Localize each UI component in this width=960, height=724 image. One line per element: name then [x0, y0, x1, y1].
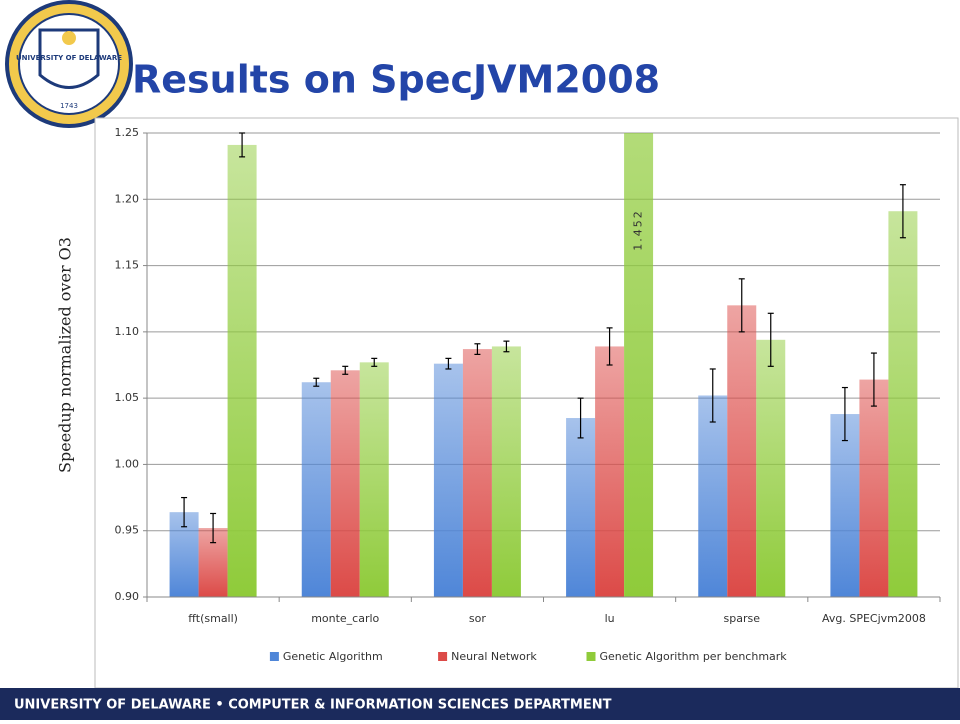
legend-swatch [269, 652, 279, 661]
plot-area [169, 133, 918, 597]
y-tick-label: 1.10 [115, 325, 140, 338]
legend-swatch [586, 652, 596, 661]
y-tick-label: 1.25 [115, 126, 140, 139]
error-bar [474, 343, 481, 355]
x-tick-label: lu [605, 612, 615, 625]
y-tick-label: 1.20 [115, 192, 140, 205]
bar [624, 133, 654, 597]
legend-label: Genetic Algorithm per benchmark [600, 650, 788, 663]
bar [698, 395, 728, 597]
y-tick-label: 1.05 [115, 391, 140, 404]
bar [756, 339, 786, 597]
error-bar [181, 496, 188, 528]
x-tick-label: Avg. SPECjvm2008 [822, 612, 926, 625]
x-tick-label: fft(small) [188, 612, 238, 625]
bar [301, 382, 331, 597]
bar [888, 211, 918, 597]
error-bar [899, 184, 906, 239]
error-bar [210, 512, 217, 544]
legend-label: Neural Network [451, 650, 537, 663]
bar [830, 414, 860, 597]
error-bar [767, 312, 774, 367]
x-tick-label: monte_carlo [311, 612, 379, 625]
error-bar [342, 365, 349, 375]
bar [491, 346, 521, 597]
x-tick-label: sparse [724, 612, 761, 625]
bar [433, 363, 463, 597]
logo-text: UNIVERSITY OF DELAWARE [16, 54, 122, 62]
bar [566, 418, 596, 597]
bar [227, 144, 257, 597]
bar [462, 349, 492, 597]
error-bar [239, 132, 246, 158]
annotation: 1.452 [632, 209, 645, 251]
y-tick-label: 1.00 [115, 457, 140, 470]
y-axis-label: Speedup normalized over O3 [56, 237, 75, 473]
bar [859, 379, 889, 597]
bar [359, 362, 389, 597]
footer-text: UNIVERSITY OF DELAWARE • COMPUTER & INFO… [14, 698, 612, 713]
error-bar [841, 386, 848, 442]
legend-label: Genetic Algorithm [283, 650, 383, 663]
bar [330, 370, 360, 597]
error-bar [709, 368, 716, 423]
y-tick-label: 1.15 [115, 259, 140, 272]
bar [595, 346, 625, 597]
logo-year: 1743 [60, 102, 78, 110]
legend-swatch [438, 652, 448, 661]
error-bar [503, 340, 510, 353]
error-bar [870, 352, 877, 407]
error-bar [445, 357, 452, 370]
chart-frame [94, 117, 959, 689]
y-tick-label: 0.95 [115, 524, 140, 537]
slide-title: Results on SpecJVM2008 [132, 58, 660, 102]
footer-bar [0, 688, 960, 720]
error-bar [606, 327, 613, 366]
y-tick-label: 0.90 [115, 590, 140, 603]
error-bar [577, 397, 584, 439]
error-bar [738, 278, 745, 333]
error-bar [313, 377, 320, 387]
x-tick-label: sor [469, 612, 486, 625]
logo: UNIVERSITY OF DELAWARE 1743 [5, 0, 133, 128]
error-bar [371, 357, 378, 367]
bar [727, 305, 757, 597]
